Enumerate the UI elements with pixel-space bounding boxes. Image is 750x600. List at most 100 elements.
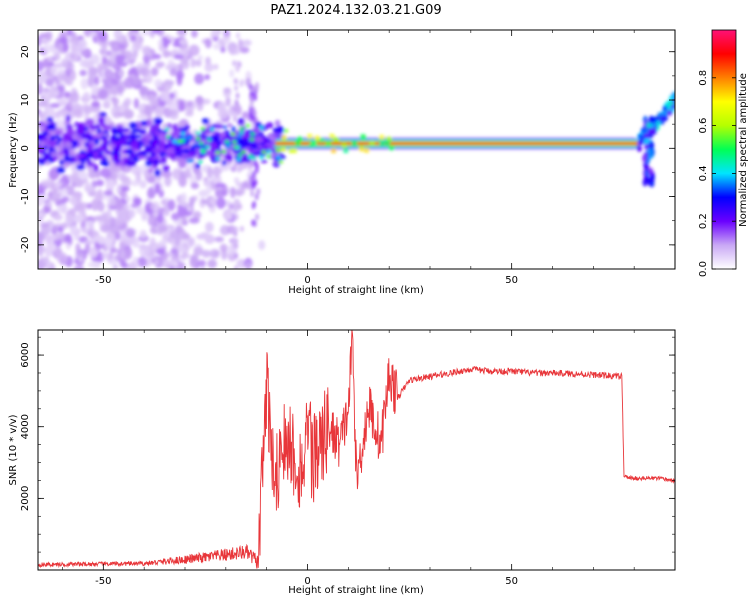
spectral-blob [248,155,254,160]
spectral-blob [152,140,159,147]
spectral-blob [230,186,236,199]
spectral-blob [53,214,63,221]
spectrogram-xlabel: Height of straight line (km) [288,285,424,296]
spectral-blob [157,212,164,224]
spectral-blob [56,109,68,116]
spectral-blob [648,150,654,159]
spectral-blob [232,60,237,67]
spectral-blob [139,229,147,239]
spectral-blob [225,96,231,107]
spectral-blob [204,144,210,149]
spectral-blob [145,73,153,84]
spectral-blob [73,108,84,119]
spectral-blob [38,60,44,72]
spectral-blob [192,210,202,219]
spectral-blob [112,153,120,161]
spectral-blob [60,58,68,66]
spectral-blob [39,222,50,228]
spectral-blob [71,140,79,146]
spectral-blob [74,178,84,188]
spectral-blob [135,206,145,215]
spectral-blob [388,145,395,151]
spectral-blob [154,78,163,88]
spectral-blob [238,189,243,196]
spectral-blob [52,156,58,161]
spectral-blob [311,140,318,146]
spectral-blob [636,146,642,153]
spectrogram-axis-ticks: -50 0 50 -20 -10 0 10 20 [20,30,676,286]
spectral-blob [233,162,238,169]
spectral-blob [189,196,196,204]
spectral-blob [158,239,168,246]
spectral-blob [65,214,75,226]
spectral-blob [40,37,47,43]
spectral-blob [66,128,75,136]
ridge-core [274,141,639,145]
spectral-blob [144,105,154,117]
spectral-blob [195,59,202,67]
spectral-blob [138,243,148,250]
spectral-blob [69,195,79,206]
spectral-blob [99,112,107,117]
spectral-blob [111,140,119,146]
spectral-blob [265,122,274,129]
spectral-blob [378,134,385,140]
spectral-blob [88,246,98,259]
spectral-blob [76,251,86,258]
spectral-blob [65,114,71,122]
spectral-blob [111,84,119,96]
spectral-blob [93,235,105,243]
spectral-blob [143,148,154,154]
spectral-blob [152,53,162,60]
spectral-blob [147,215,157,227]
snr-axis-ticks: -50 0 50 2000 4000 6000 [20,330,676,587]
spectral-blob [229,144,235,149]
spectrogram-ytick-label: 0 [20,145,31,151]
spectral-blob [221,159,227,166]
spectral-blob [204,63,214,72]
spectral-blob [66,30,73,36]
spectral-blob [253,151,261,156]
spectral-blob [116,126,124,134]
spectral-blob [54,52,61,61]
spectral-blob [662,105,668,112]
spectral-blob [130,180,140,187]
spectral-blob [220,46,226,53]
spectral-blob [154,129,160,137]
spectral-blob [169,136,175,141]
spectral-blob [181,192,187,203]
spectral-blob [234,100,239,107]
spectral-blob [102,132,109,137]
spectral-blob [41,181,53,187]
spectral-blob [119,190,128,199]
spectral-blob [132,49,138,59]
spectral-blob [94,123,101,129]
snr-panel: -50 0 50 2000 4000 6000 Height of straight li… [8,329,676,596]
spectral-blob [235,145,241,150]
spectral-blob [257,131,264,136]
spectral-blob [101,251,110,259]
spectral-blob [236,157,242,162]
spectral-blob [275,147,282,153]
spectral-blob [173,54,184,60]
spectral-blob [64,141,73,150]
spectral-blob [71,157,78,163]
spectral-blob [38,82,43,92]
spectral-blob [283,128,289,133]
spectral-blob [144,160,152,167]
spectral-blob [214,182,226,188]
spectral-blob [188,44,200,57]
spectral-blob [669,95,675,102]
spectral-blob [237,166,242,173]
spectral-blob [123,108,134,120]
spectral-blob [235,48,240,55]
spectral-blob [235,137,243,146]
spectral-blob [255,213,260,221]
spectral-blob [325,141,332,147]
spectral-blob [173,157,183,162]
spectral-blob [162,49,171,58]
spectral-blob [206,138,212,143]
spectral-blob [255,82,260,90]
spectral-blob [115,54,125,64]
spectral-blob [64,150,71,158]
